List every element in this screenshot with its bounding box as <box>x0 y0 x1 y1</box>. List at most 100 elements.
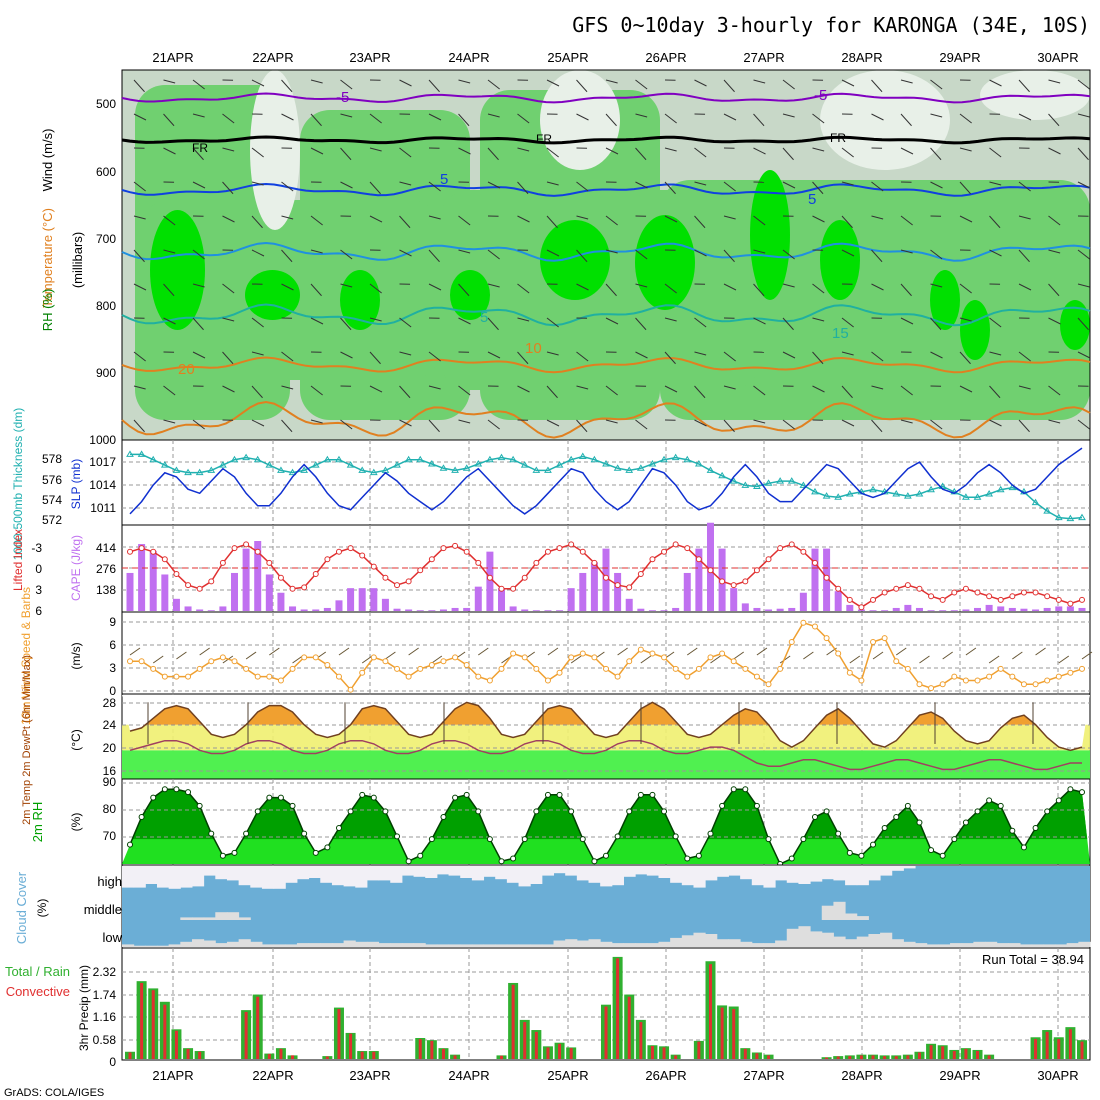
rh-line-point <box>370 794 377 801</box>
wind-barb <box>340 113 353 118</box>
wind-barb <box>1077 113 1090 118</box>
wind-barb <box>152 655 164 664</box>
cloud-low-bar <box>180 941 193 947</box>
lifted-index-line-point <box>823 574 830 581</box>
cape-bar <box>323 607 331 611</box>
wind-barb <box>163 419 176 424</box>
lifted-index-line-point <box>939 596 946 603</box>
lifted-index-line-point <box>301 584 308 591</box>
precip-convective-bar <box>952 1051 956 1059</box>
rh-axis-title: 2m RH <box>30 802 45 842</box>
cloud-low-bar <box>506 944 520 947</box>
cloud-low-bar <box>495 944 508 947</box>
wind-speed-line-point <box>1067 669 1074 676</box>
wind-barb <box>1077 79 1090 90</box>
precip-convective-bar <box>198 1051 202 1059</box>
wind-barb <box>782 317 794 331</box>
cloud-mid-bar <box>833 901 846 920</box>
wind-speed-line-point <box>463 662 470 669</box>
wind-barb <box>133 419 145 433</box>
cape-panel <box>121 522 1091 613</box>
rh-line-point <box>1032 825 1039 832</box>
wind-speed-line-point <box>544 677 551 684</box>
cloud-mid-bar <box>191 917 205 920</box>
isotherm-label: 15 <box>832 325 849 342</box>
cloud-low-bar <box>611 943 624 947</box>
wind-barb <box>872 651 884 660</box>
wind-barb <box>310 385 323 396</box>
cloud-high-bar <box>775 866 788 881</box>
wind-barb <box>487 283 500 288</box>
wind-barb <box>1012 651 1023 660</box>
thickness-line-point <box>660 455 668 463</box>
cloud-low-bar <box>623 943 636 947</box>
wind-speed-line-point <box>428 662 435 669</box>
precip-tick: 0.58 <box>93 1033 117 1047</box>
thickness-line-point <box>567 455 576 463</box>
wind-barb <box>871 385 884 390</box>
wind-barb <box>458 385 471 396</box>
cloud-low-bar <box>751 943 764 947</box>
lifted-index-line-point <box>672 541 679 548</box>
wind-barb <box>369 385 383 393</box>
wind-barb <box>841 385 853 399</box>
cloud-high-bar <box>483 866 496 877</box>
date-label: 24APR <box>448 1068 489 1083</box>
wind-barb <box>428 113 442 121</box>
date-label: 29APR <box>939 1068 980 1083</box>
wind-barb <box>930 283 943 288</box>
thickness-line <box>130 453 1083 520</box>
wind-barb <box>428 419 440 433</box>
lifted-index-line-point <box>579 548 586 555</box>
cloud-high-bar <box>740 866 753 880</box>
cloud-high-bar <box>343 866 356 887</box>
precip-convective-bar <box>349 1033 353 1059</box>
thickness-line-point <box>149 455 158 463</box>
wind-speed-line-point <box>173 673 180 680</box>
wind-barb <box>546 249 560 257</box>
wind-barb <box>251 79 265 87</box>
lifted-index-line-point <box>1067 600 1074 607</box>
wind-barb <box>605 79 618 84</box>
isotherm-line <box>121 241 1091 262</box>
wind-barb <box>635 283 648 288</box>
wind-speed-line-point <box>510 650 517 657</box>
precip-convective-bar <box>279 1048 283 1059</box>
date-label: 26APR <box>645 1068 686 1083</box>
rh-line-point <box>986 797 993 804</box>
cloud-low-bar <box>238 939 251 947</box>
cape-bar <box>1043 607 1051 611</box>
cloud-high-bar <box>611 866 624 886</box>
cape-bar <box>149 550 157 611</box>
wind-barb <box>841 215 853 229</box>
cloud-high-bar <box>436 866 450 875</box>
wind-barb <box>635 351 648 359</box>
cloud-high-bar <box>891 866 904 871</box>
lifted-index-line-point <box>870 596 877 603</box>
wind-barb <box>546 79 560 87</box>
wind-barb <box>694 215 706 229</box>
pressure-tick: 900 <box>96 366 116 380</box>
cloud-high-bar <box>495 866 508 880</box>
lifted-index-line-point <box>463 548 470 555</box>
precip-convective-bar <box>720 1007 724 1059</box>
cloud-high-bar <box>261 866 275 889</box>
precip-convective-bar <box>616 958 620 1059</box>
wind-barb <box>458 147 471 155</box>
lifted-index-line-point <box>161 556 168 563</box>
wind-barb <box>640 655 652 664</box>
lifted-index-line-point <box>382 574 389 581</box>
thickness-line-point <box>694 460 703 467</box>
precip-convective-bar <box>1080 1041 1084 1059</box>
wind-barb <box>458 249 471 254</box>
wind-barb <box>245 651 257 660</box>
lifted-index-line-point <box>916 585 923 592</box>
rh-line-point <box>637 791 644 798</box>
wind-barb <box>782 419 795 430</box>
li-tick: 6 <box>35 604 42 618</box>
wind-barb <box>340 249 353 260</box>
wind-barb <box>635 419 648 430</box>
lifted-index-line-point <box>277 574 284 581</box>
precip-convective-bar <box>708 964 712 1059</box>
wind-speed-line-point <box>533 665 540 672</box>
